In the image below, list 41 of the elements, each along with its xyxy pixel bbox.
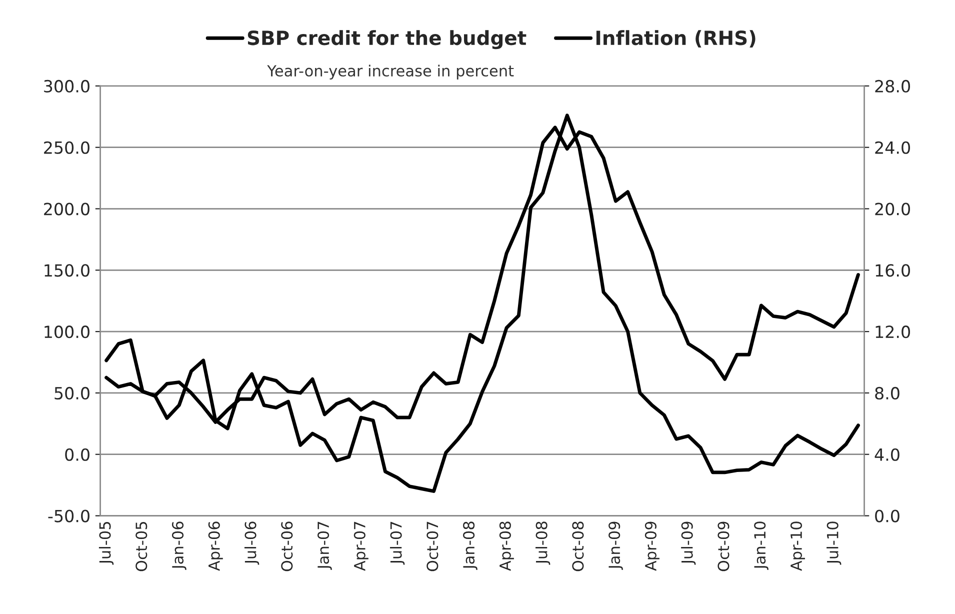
x-tick-label: Jan-06: [172, 522, 186, 570]
x-tick-label: Jul-09: [681, 522, 696, 565]
x-tick-label: Jul-06: [244, 522, 260, 565]
y2-tick-label: 4.0: [874, 448, 900, 461]
x-tick-label: Jan-08: [463, 522, 478, 570]
y-tick-label: 150.0: [44, 264, 90, 277]
y-tick-label: -50.0: [48, 510, 90, 522]
y2-tick-label: 28.0: [875, 80, 910, 93]
x-tick-label: Jul-10: [826, 522, 842, 565]
x-tick-label: Oct-05: [136, 522, 148, 572]
legend-label: Inflation (RHS): [596, 30, 756, 48]
y2-tick-label: 16.0: [876, 264, 910, 277]
x-tick-label: Jan-09: [608, 522, 623, 570]
x-tick-label: Jul-05: [98, 522, 114, 565]
y-tick-label: 0.0: [65, 448, 90, 461]
y2-tick-label: 8.0: [875, 386, 900, 400]
y-tick-label: 250.0: [44, 141, 90, 154]
x-tick-label: Oct-08: [572, 522, 584, 572]
x-tick-label: Apr-09: [644, 522, 660, 571]
y-tick-label: 300.0: [44, 80, 90, 93]
x-tick-label: Jul-07: [390, 522, 405, 565]
x-tick-label: Apr-06: [208, 522, 223, 571]
y2-tick-label: 20.0: [875, 202, 910, 216]
x-tick-label: Apr-10: [790, 522, 805, 571]
y-tick-label: 200.0: [44, 202, 90, 216]
x-tick-label: Oct-06: [281, 522, 293, 572]
x-tick-label: Jul-08: [536, 522, 550, 565]
line-series: [104, 114, 860, 493]
y-tick-label: 50.0: [54, 386, 90, 400]
x-tick-label: Apr-08: [499, 522, 514, 571]
x-tick-label: Apr-07: [354, 522, 368, 571]
y2-tick-label: 0.0: [875, 510, 900, 522]
x-tick-label: Oct-07: [426, 522, 438, 572]
x-tick-label: Jan-10: [754, 522, 768, 570]
chart-subtitle: Year-on-year increase in percent: [267, 64, 514, 80]
x-tick-label: Jan-07: [318, 522, 332, 570]
x-tick-label: Oct-09: [718, 522, 730, 572]
y2-tick-label: 12.0: [876, 326, 910, 338]
y2-tick-label: 24.0: [875, 141, 910, 154]
legend-label: SBP credit for the budget: [248, 30, 526, 50]
y-tick-label: 100.0: [44, 326, 90, 338]
